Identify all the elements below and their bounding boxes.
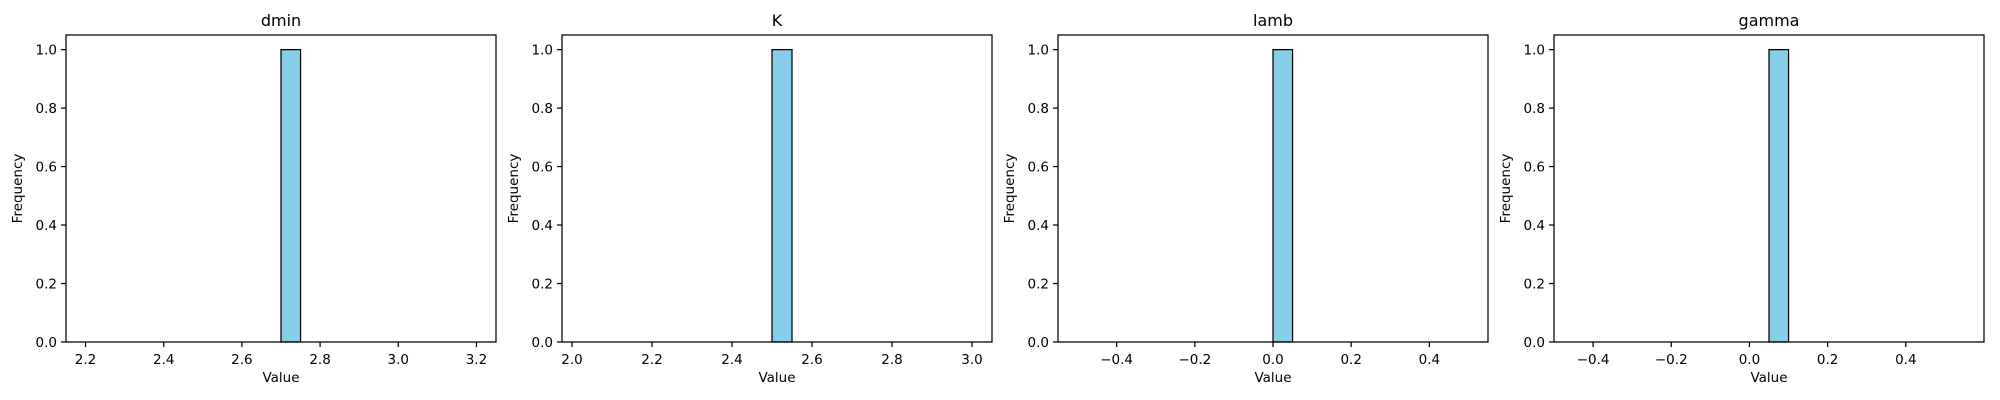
panel-4-ytick-label: 1.0: [1524, 43, 1545, 59]
panel-1-bar-1: [280, 48, 302, 343]
panel-3-ytick-label: 0.6: [1028, 160, 1049, 176]
panel-1-ytick-label: 0.4: [36, 218, 57, 234]
panel-4-ytick-label: 0.2: [1524, 277, 1545, 293]
panel-2-axes-frame: [561, 34, 993, 343]
panel-2-ytick-label: 0.8: [532, 101, 553, 117]
panel-4: −0.4 −0.2 0.0 0.2 0.4 0.0 0.2 0.4 0.6 0.8 1.0 gamma…: [1498, 11, 1985, 386]
panel-4-ytick-label: 0.6: [1524, 160, 1545, 176]
panel-2-xtick-label: 2.4: [721, 352, 742, 368]
panel-4-xlabel: Value: [1750, 370, 1787, 386]
panel-1-xtick-label: 3.2: [466, 352, 487, 368]
panel-1-ytick-label: 1.0: [36, 43, 57, 59]
panel-2: 2.0 2.2 2.4 2.6 2.8 3.0 0.0 0.2 0.4 0.6 0.8 1.0 K Val…: [506, 11, 993, 386]
panel-2-ytick-label: 1.0: [532, 43, 553, 59]
panel-4-xtick-label: −0.4: [1577, 352, 1610, 368]
panel-4-xtick-label: 0.2: [1817, 352, 1838, 368]
panel-3-bar-1: [1272, 48, 1294, 343]
panel-3-ytick-label: 0.8: [1028, 101, 1049, 117]
panel-4-axes-frame: [1553, 34, 1985, 343]
panel-3-ytick-label: 1.0: [1028, 43, 1049, 59]
panel-1: 2.2 2.4 2.6 2.8 3.0 3.2 0.0 0.2 0.4 0.6 0.8 1.0 dmin…: [10, 11, 497, 386]
panel-2-bar-1: [771, 48, 793, 343]
panel-4-xtick-label: 0.4: [1895, 352, 1916, 368]
panel-4-ytick-label: 0.4: [1524, 218, 1545, 234]
panel-2-xlabel: Value: [758, 370, 795, 386]
panel-1-axes-frame: [65, 34, 497, 343]
panel-3-xtick-label: 0.2: [1340, 352, 1361, 368]
panel-1-xlabel: Value: [262, 370, 299, 386]
panel-2-ytick-label: 0.0: [532, 335, 553, 351]
panel-4-ylabel: Frequency: [1498, 154, 1514, 224]
panel-3-title: lamb: [1253, 11, 1293, 30]
panel-3-xtick-label: 0.0: [1262, 352, 1283, 368]
panel-1-xtick-label: 2.4: [153, 352, 174, 368]
panel-3-ytick-label: 0.0: [1028, 335, 1049, 351]
panel-1-ytick-label: 0.6: [36, 160, 57, 176]
panel-4-title: gamma: [1739, 11, 1800, 30]
panel-2-xtick-label: 2.6: [801, 352, 822, 368]
panel-3-ylabel: Frequency: [1002, 154, 1018, 224]
panel-3-xlabel: Value: [1254, 370, 1291, 386]
panel-3-xtick-label: −0.4: [1100, 352, 1133, 368]
panel-4-ytick-label: 0.8: [1524, 101, 1545, 117]
panel-2-xtick-label: 2.2: [641, 352, 662, 368]
panel-2-xtick-label: 2.0: [561, 352, 582, 368]
panel-1-ytick-label: 0.2: [36, 277, 57, 293]
panel-3-ytick-label: 0.2: [1028, 277, 1049, 293]
panel-3-ytick-label: 0.4: [1028, 218, 1049, 234]
panel-3-xtick-label: −0.2: [1178, 352, 1211, 368]
panel-1-ytick-label: 0.8: [36, 101, 57, 117]
panel-2-ytick-label: 0.2: [532, 277, 553, 293]
panel-1-xtick-label: 3.0: [388, 352, 409, 368]
panel-1-title: dmin: [261, 11, 301, 30]
panel-4-bar-1: [1768, 48, 1790, 343]
panel-2-ylabel: Frequency: [506, 154, 522, 224]
panel-3: −0.4 −0.2 0.0 0.2 0.4 0.0 0.2 0.4 0.6 0.8 1.0 lamb V…: [1002, 11, 1489, 386]
panel-1-xtick-label: 2.2: [75, 352, 96, 368]
panel-2-title: K: [772, 11, 783, 30]
panel-1-ytick-label: 0.0: [36, 335, 57, 351]
panel-2-xtick-label: 2.8: [881, 352, 902, 368]
panel-2-xtick-label: 3.0: [961, 352, 982, 368]
panel-4-xtick-label: −0.2: [1655, 352, 1688, 368]
panel-2-ytick-label: 0.6: [532, 160, 553, 176]
panel-4-ytick-label: 0.0: [1524, 335, 1545, 351]
panel-3-xtick-label: 0.4: [1419, 352, 1440, 368]
panel-1-xtick-label: 2.6: [231, 352, 252, 368]
panel-1-ylabel: Frequency: [10, 154, 26, 224]
panel-2-ytick-label: 0.4: [532, 218, 553, 234]
panel-1-xtick-label: 2.8: [309, 352, 330, 368]
panel-4-xtick-label: 0.0: [1739, 352, 1760, 368]
